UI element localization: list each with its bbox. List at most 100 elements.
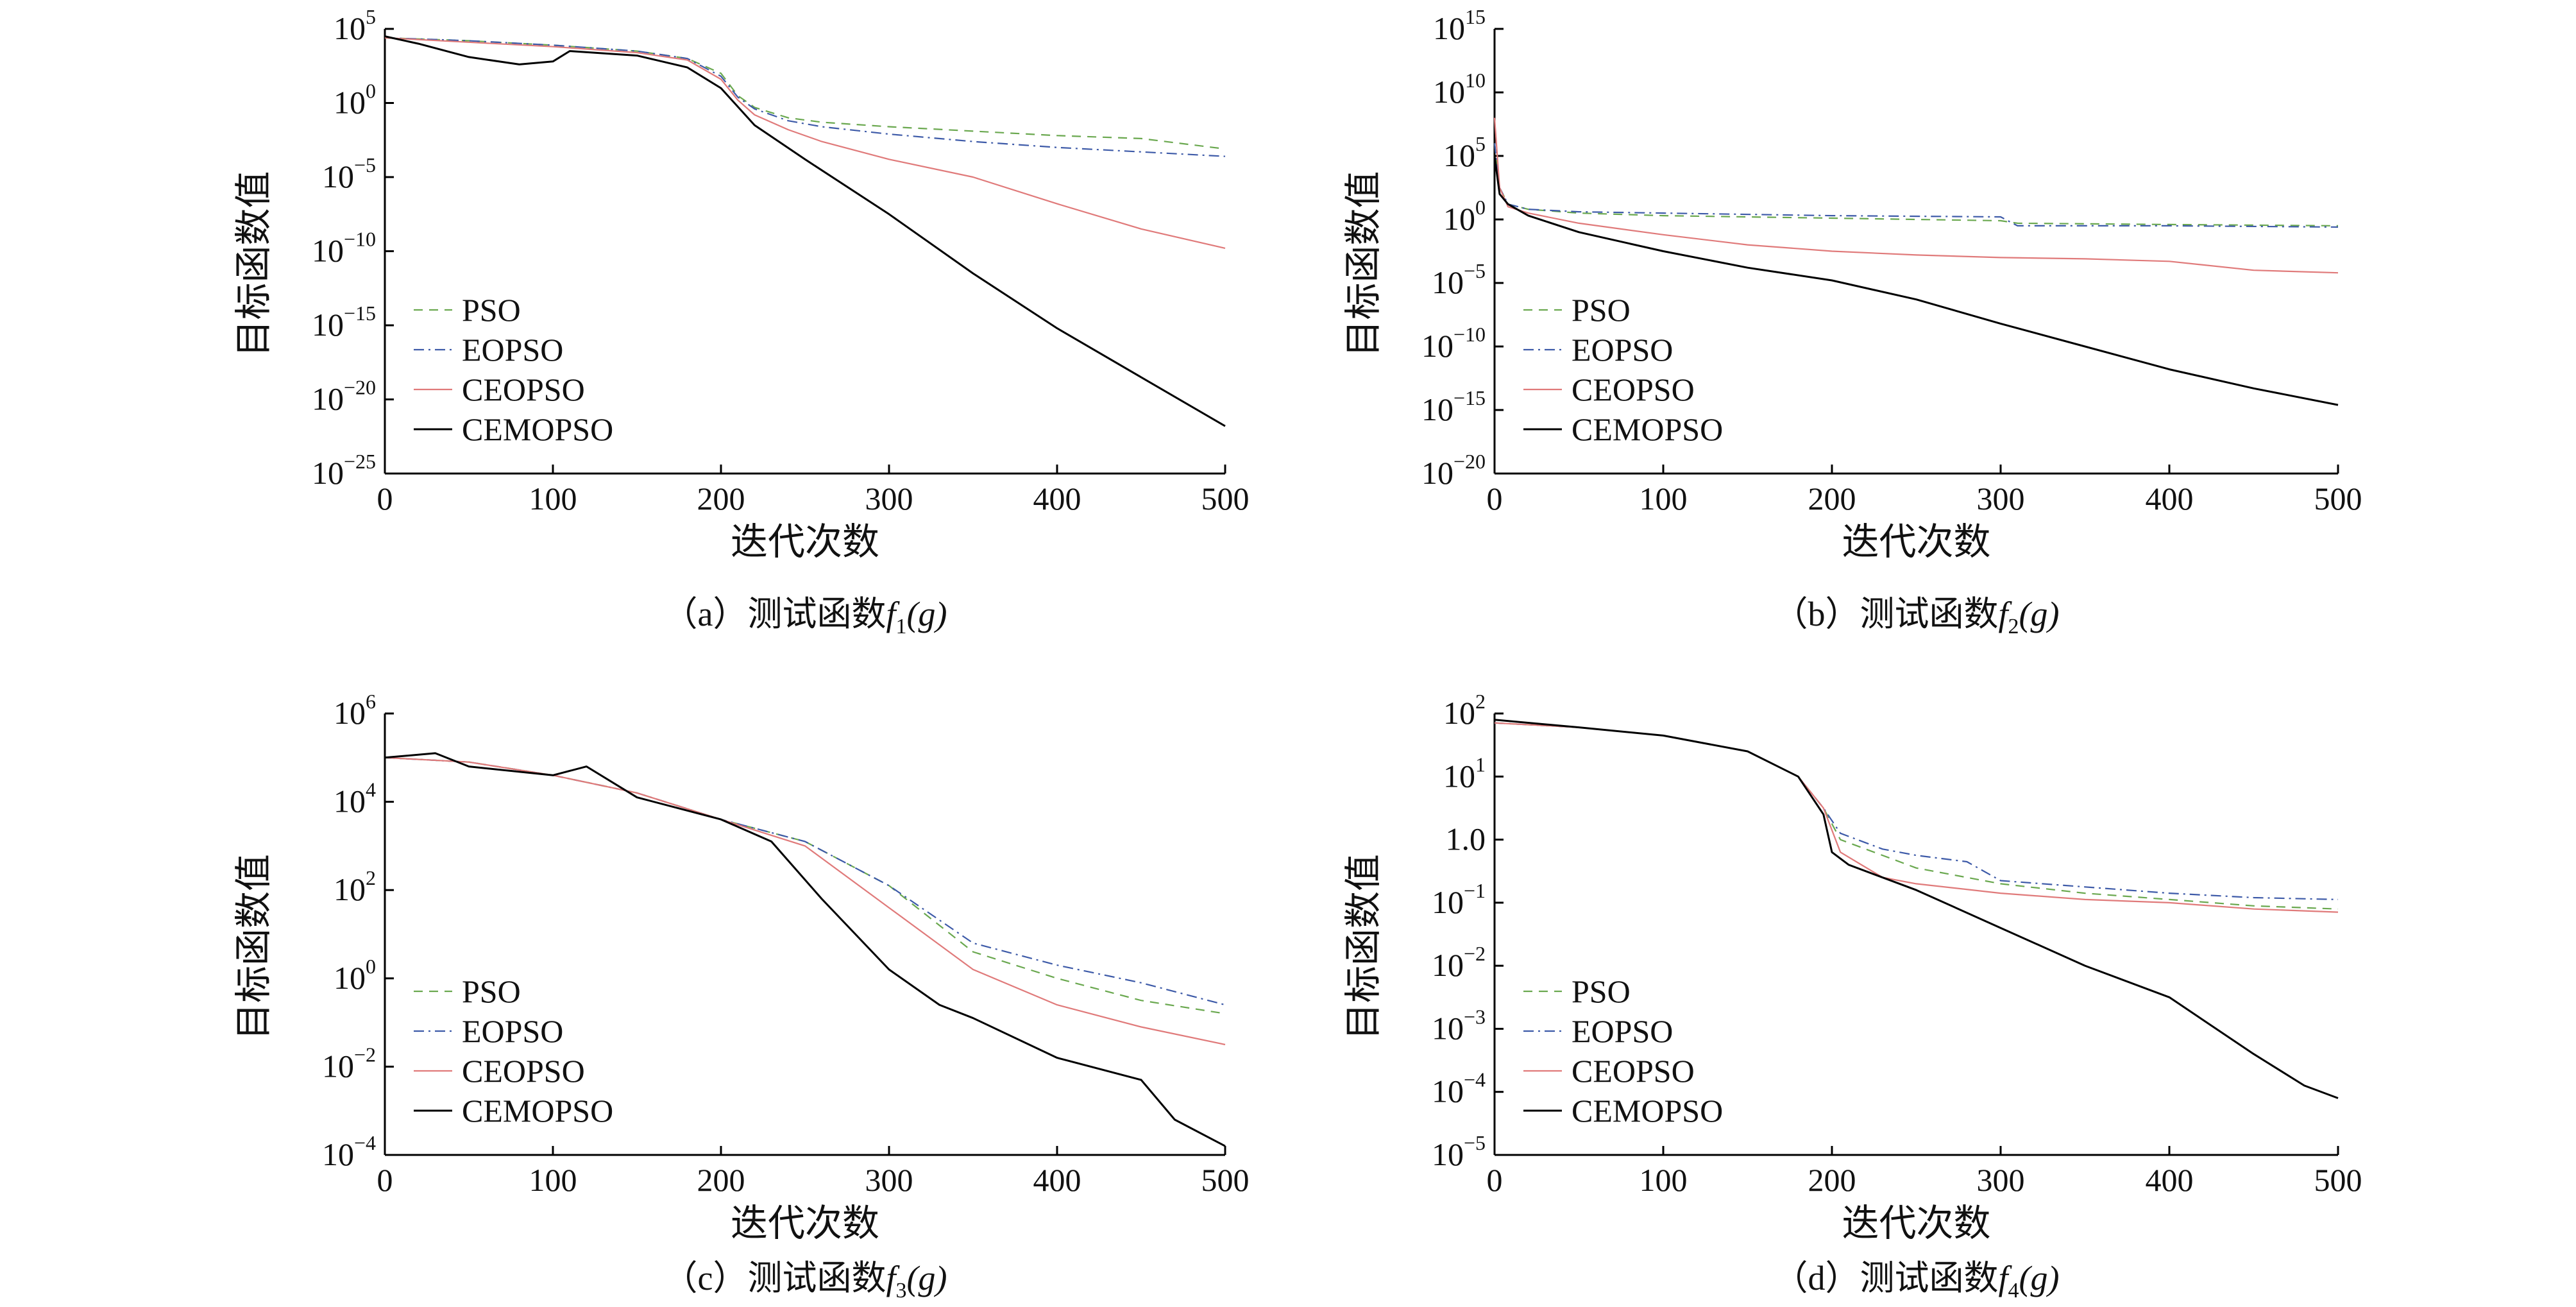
y-tick-label: 102 [1443,690,1486,731]
y-tick-base: 10 [312,381,344,417]
caption-argument: (g) [2019,595,2060,633]
series-line-ceopso [384,756,1226,1046]
y-tick-exponent: −20 [344,376,376,399]
y-tick-base: 10 [334,783,366,819]
y-tick-exponent: 1 [1475,753,1486,776]
y-tick-base: 10 [1443,695,1475,731]
y-tick-label: 10−4 [322,1131,376,1172]
panel-caption: （a）测试函数f1(g) [663,595,947,638]
caption-argument: (g) [2019,1259,2060,1297]
caption-subscript: 2 [2008,615,2019,638]
y-tick-label: 100 [1443,196,1486,237]
y-tick-label: 105 [1443,132,1486,173]
y-tick-exponent: −1 [1464,879,1486,902]
caption-argument: (g) [907,1259,947,1297]
y-tick-exponent: −3 [1464,1005,1486,1028]
caption-argument: (g) [907,595,947,633]
x-axis-label: 迭代次数 [731,521,879,563]
caption-prefix: （a）测试函数 [663,595,886,633]
legend-label-cemopso: CEMOPSO [462,1093,613,1129]
legend-label-eopso: EOPSO [1572,332,1673,368]
y-tick-exponent: 2 [1475,690,1486,713]
x-tick-label: 300 [865,1162,913,1198]
y-tick-label: 10−5 [1432,1131,1486,1172]
x-tick-label: 300 [865,481,913,517]
x-tick-label: 500 [2314,1162,2362,1198]
x-tick-label: 400 [1033,1162,1081,1198]
y-tick-label: 1010 [1433,69,1486,110]
caption-subscript: 1 [896,615,907,638]
y-tick-label: 10−20 [1421,450,1486,491]
y-tick-exponent: 0 [1475,196,1486,219]
y-tick-label: 10−25 [312,450,376,491]
x-tick-label: 100 [529,1162,577,1198]
caption-prefix: （d）测试函数 [1774,1259,1999,1297]
y-tick-label: 1015 [1433,5,1486,46]
legend-label-pso: PSO [462,973,521,1009]
y-tick-label: 1.0 [1446,821,1486,857]
y-tick-label: 100 [334,955,376,996]
x-tick-label: 100 [529,481,577,517]
x-tick-label: 500 [1201,481,1250,517]
y-tick-label: 100 [334,80,376,121]
y-tick-label: 10−3 [1432,1005,1486,1046]
x-axis-label: 迭代次数 [731,1202,879,1244]
y-tick-label: 101 [1443,753,1486,794]
y-tick-label: 106 [334,690,376,731]
y-tick-base: 10 [334,960,366,996]
y-tick-base: 10 [1421,328,1453,364]
y-tick-label: 10−15 [312,302,376,343]
y-tick-base: 10 [322,158,354,194]
legend-label-cemopso: CEMOPSO [462,411,613,447]
y-tick-base: 10 [1432,884,1464,920]
series-line-eopso [1493,143,2339,228]
y-tick-base: 10 [1432,264,1464,300]
x-tick-label: 500 [2314,481,2362,517]
y-tick-label: 10−1 [1432,879,1486,920]
y-tick-base: 10 [1443,137,1475,173]
series-line-pso [1494,722,2339,910]
y-tick-label: 10−5 [322,153,376,194]
series-line-cemopso [384,752,1226,1147]
y-tick-base: 10 [334,871,366,907]
y-tick-base: 1.0 [1446,821,1486,857]
y-tick-exponent: −2 [1464,942,1486,965]
caption-subscript: 4 [2008,1279,2019,1303]
y-axis-label: 目标函数值 [233,171,275,357]
x-tick-label: 0 [377,1162,393,1198]
series-line-cemopso [1493,155,2339,406]
y-tick-label: 10−5 [1432,259,1486,300]
x-tick-label: 100 [1640,481,1688,517]
legend-label-eopso: EOPSO [462,1013,563,1049]
y-tick-label: 10−4 [1432,1068,1486,1109]
x-tick-label: 300 [1977,481,2025,517]
y-tick-exponent: 2 [366,866,376,889]
y-tick-exponent: 5 [1475,132,1486,155]
series-line-eopso [384,756,1226,1006]
y-tick-base: 10 [334,85,366,121]
y-tick-base: 10 [312,233,344,269]
y-tick-base: 10 [1443,758,1475,794]
y-tick-base: 10 [312,455,344,491]
y-tick-exponent: 6 [366,690,376,713]
y-tick-exponent: 0 [366,955,376,978]
legend-label-pso: PSO [462,292,521,328]
y-tick-exponent: 15 [1465,5,1486,28]
y-tick-exponent: 10 [1465,69,1486,92]
chart-panel-b: 0 100 200 300 400 5001015101010510010−510−101… [1343,5,2362,638]
y-tick-base: 10 [334,695,366,731]
legend-label-pso: PSO [1572,292,1631,328]
y-tick-label: 10−2 [322,1043,376,1084]
caption-prefix: （c）测试函数 [663,1259,886,1297]
x-tick-label: 0 [1487,481,1503,517]
series-line-cemopso [1494,719,2339,1099]
y-axis-label: 目标函数值 [1343,854,1384,1040]
y-tick-base: 10 [1432,1010,1464,1046]
series-line-ceopso [1493,117,2339,274]
series-line-eopso [384,37,1226,157]
y-tick-base: 10 [322,1048,354,1084]
y-tick-exponent: −5 [1464,1131,1486,1154]
x-tick-label: 200 [697,1162,745,1198]
